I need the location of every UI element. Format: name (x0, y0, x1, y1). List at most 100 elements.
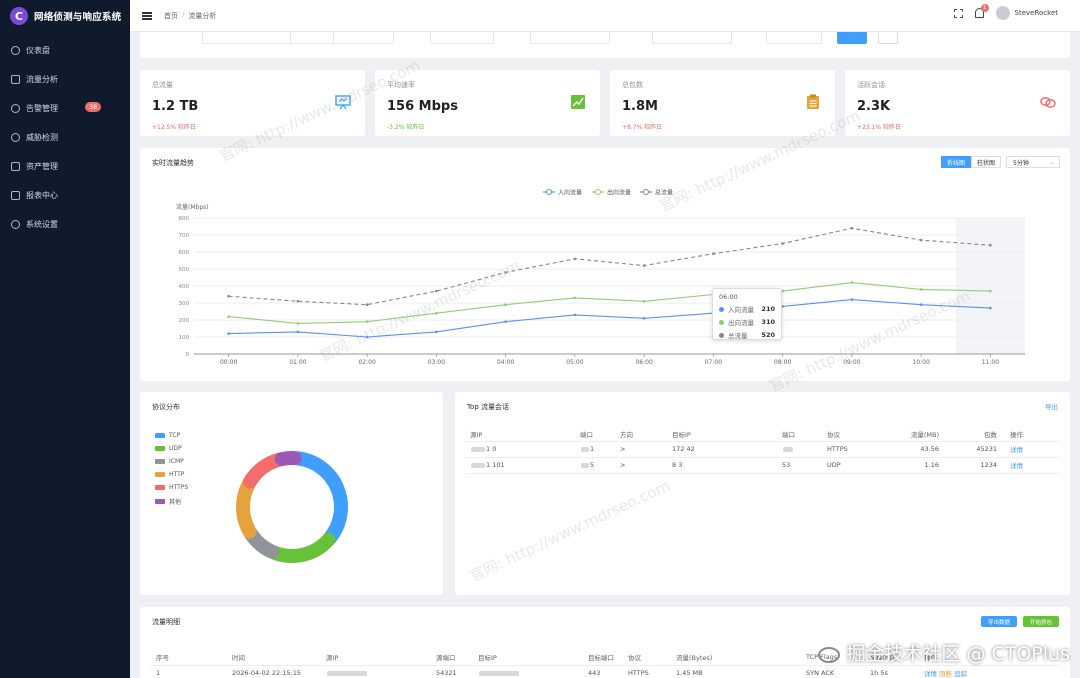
brand-logo-icon: C (10, 7, 28, 25)
bar-chart-toggle[interactable]: 柱状图 (971, 156, 1001, 168)
col-src-port: 源端口 (430, 649, 472, 666)
wechat-icon (818, 646, 841, 663)
legend-item[interactable]: 其他 (155, 497, 181, 506)
trace-link[interactable]: 追踪 (954, 670, 968, 678)
legend-marker (595, 189, 601, 195)
data-point (781, 242, 784, 245)
cell-bytes: 1.45 MB (676, 669, 703, 678)
x-tick-label: 11:00 (982, 359, 999, 366)
legend-label: 入向流量 (558, 189, 582, 197)
data-point (573, 313, 577, 317)
legend-item[interactable]: ICMP (155, 458, 184, 465)
sidebar-item-reports[interactable]: 报表中心 (0, 181, 130, 210)
data-point (642, 317, 646, 320)
legend-item[interactable]: HTTPS (155, 484, 188, 491)
x-tick-label: 00:00 (220, 359, 237, 366)
top-sessions-table: 源IP 端口 方向 目标IP 端口 协议 流量(MB) 包数 操作 1 0 1 … (465, 427, 1060, 474)
donut-slice[interactable] (290, 451, 348, 545)
legend-item[interactable]: UDP (155, 445, 182, 452)
detail-link[interactable]: 详情 (1010, 462, 1023, 470)
export-link[interactable]: 导出 (1045, 403, 1058, 411)
sidebar-item-label: 仪表盘 (26, 46, 50, 55)
sidebar-item-assets[interactable]: 资产管理 (0, 152, 130, 181)
col-time: 时间 (226, 649, 320, 666)
x-tick-label: 07:00 (705, 359, 722, 366)
start-capture-button[interactable]: 开始抓包 (1023, 616, 1059, 627)
cell-protocol: UDP (822, 457, 882, 474)
brand[interactable]: C 网络侦测与响应系统 (0, 0, 130, 32)
cell-protocol: HTTPS (628, 669, 649, 678)
sidebar-item-settings[interactable]: 系统设置 (0, 210, 130, 239)
link-icon (1040, 97, 1056, 108)
interval-value: 5分钟 (1013, 159, 1029, 167)
redacted-mark (581, 446, 589, 452)
tooltip-row: 出向流量 310 (719, 317, 775, 327)
line-chart-toggle[interactable]: 折线图 (941, 156, 971, 168)
col-src-port: 端口 (575, 427, 615, 442)
block-link[interactable]: 阻断 (939, 670, 953, 678)
data-point (850, 281, 854, 284)
cell-src-port: 54321 (436, 669, 457, 678)
detail-link[interactable]: 详情 (924, 670, 937, 678)
cell-action: 详情 (1005, 457, 1060, 474)
col-bytes: 流量(Bytes) (670, 649, 800, 666)
tooltip-series-name: 总流量 (728, 332, 748, 340)
donut-slice[interactable] (243, 452, 287, 489)
bell-icon[interactable]: 1 (974, 4, 989, 18)
menu-toggle-icon[interactable] (142, 11, 152, 20)
cell-packets: 45231 (947, 441, 1005, 458)
cell-duration: 1h 5s (870, 669, 888, 678)
data-point (435, 289, 438, 293)
stat-label: 活跃会话 (857, 81, 885, 89)
cell-dst-ip: 172 42 (667, 441, 777, 458)
sidebar-item-dashboard[interactable]: 仪表盘 (0, 36, 130, 65)
user-menu[interactable]: SteveRocket (995, 6, 1058, 20)
chevron-down-icon: ⌄ (1049, 158, 1055, 166)
series-dot (719, 306, 724, 312)
detail-link[interactable]: 详情 (1010, 446, 1023, 454)
cell-src-ip (320, 665, 430, 678)
sidebar: C 网络侦测与响应系统 仪表盘 流量分析 告警管理 38 威胁检测 资产管理 报表… (0, 0, 130, 678)
donut-slice[interactable] (236, 476, 257, 539)
series-line-3 (228, 227, 991, 306)
corner-watermark: 掘金技术社区 @ CTOPlus (818, 639, 1070, 666)
protocol-donut-chart (236, 451, 348, 563)
data-point (296, 322, 300, 325)
legend-label: 其他 (169, 499, 182, 506)
cell-src-ip: 1 0 (465, 441, 575, 458)
direction-select[interactable] (766, 32, 822, 44)
port-input[interactable] (652, 32, 732, 44)
trend-chart-icon (571, 95, 585, 109)
data-point (573, 257, 577, 261)
date-input[interactable] (290, 32, 394, 44)
fullscreen-icon[interactable] (953, 8, 963, 18)
header-actions: 1 SteveRocket (953, 4, 1058, 20)
sidebar-item-threats[interactable]: 威胁检测 (0, 123, 130, 152)
protocol-select[interactable] (430, 32, 494, 44)
cell-src-port: 1 (575, 441, 615, 458)
card-title: 协议分布 (152, 403, 180, 411)
export-data-button[interactable]: 导出数据 (981, 616, 1017, 627)
time-range-input[interactable] (202, 32, 334, 44)
legend-label: HTTPS (169, 484, 189, 491)
breadcrumb-home[interactable]: 首页 (164, 11, 178, 20)
legend-item[interactable]: HTTP (155, 471, 184, 478)
sidebar-item-alerts[interactable]: 告警管理 38 (0, 94, 130, 123)
legend-item[interactable]: TCP (155, 432, 180, 439)
tooltip-series-name: 出向流量 (728, 319, 754, 327)
reset-button[interactable] (878, 32, 898, 44)
donut-slice[interactable] (274, 451, 302, 467)
col-dst-ip: 目标IP (472, 649, 582, 666)
interval-select[interactable]: 5分钟 ⌄ (1006, 156, 1060, 168)
redacted-mark (471, 462, 485, 468)
cell-action: 详情 (1005, 441, 1060, 458)
ip-input[interactable] (530, 32, 610, 44)
search-button[interactable] (837, 32, 867, 44)
cell-actions: 详情 阻断 追踪 (918, 665, 1060, 678)
legend-label: ICMP (169, 458, 184, 465)
y-tick-label: 100 (179, 335, 190, 341)
donut-slice[interactable] (267, 532, 336, 563)
sidebar-item-label: 告警管理 (26, 104, 58, 113)
sidebar-item-traffic[interactable]: 流量分析 (0, 65, 130, 94)
data-point (642, 264, 646, 267)
